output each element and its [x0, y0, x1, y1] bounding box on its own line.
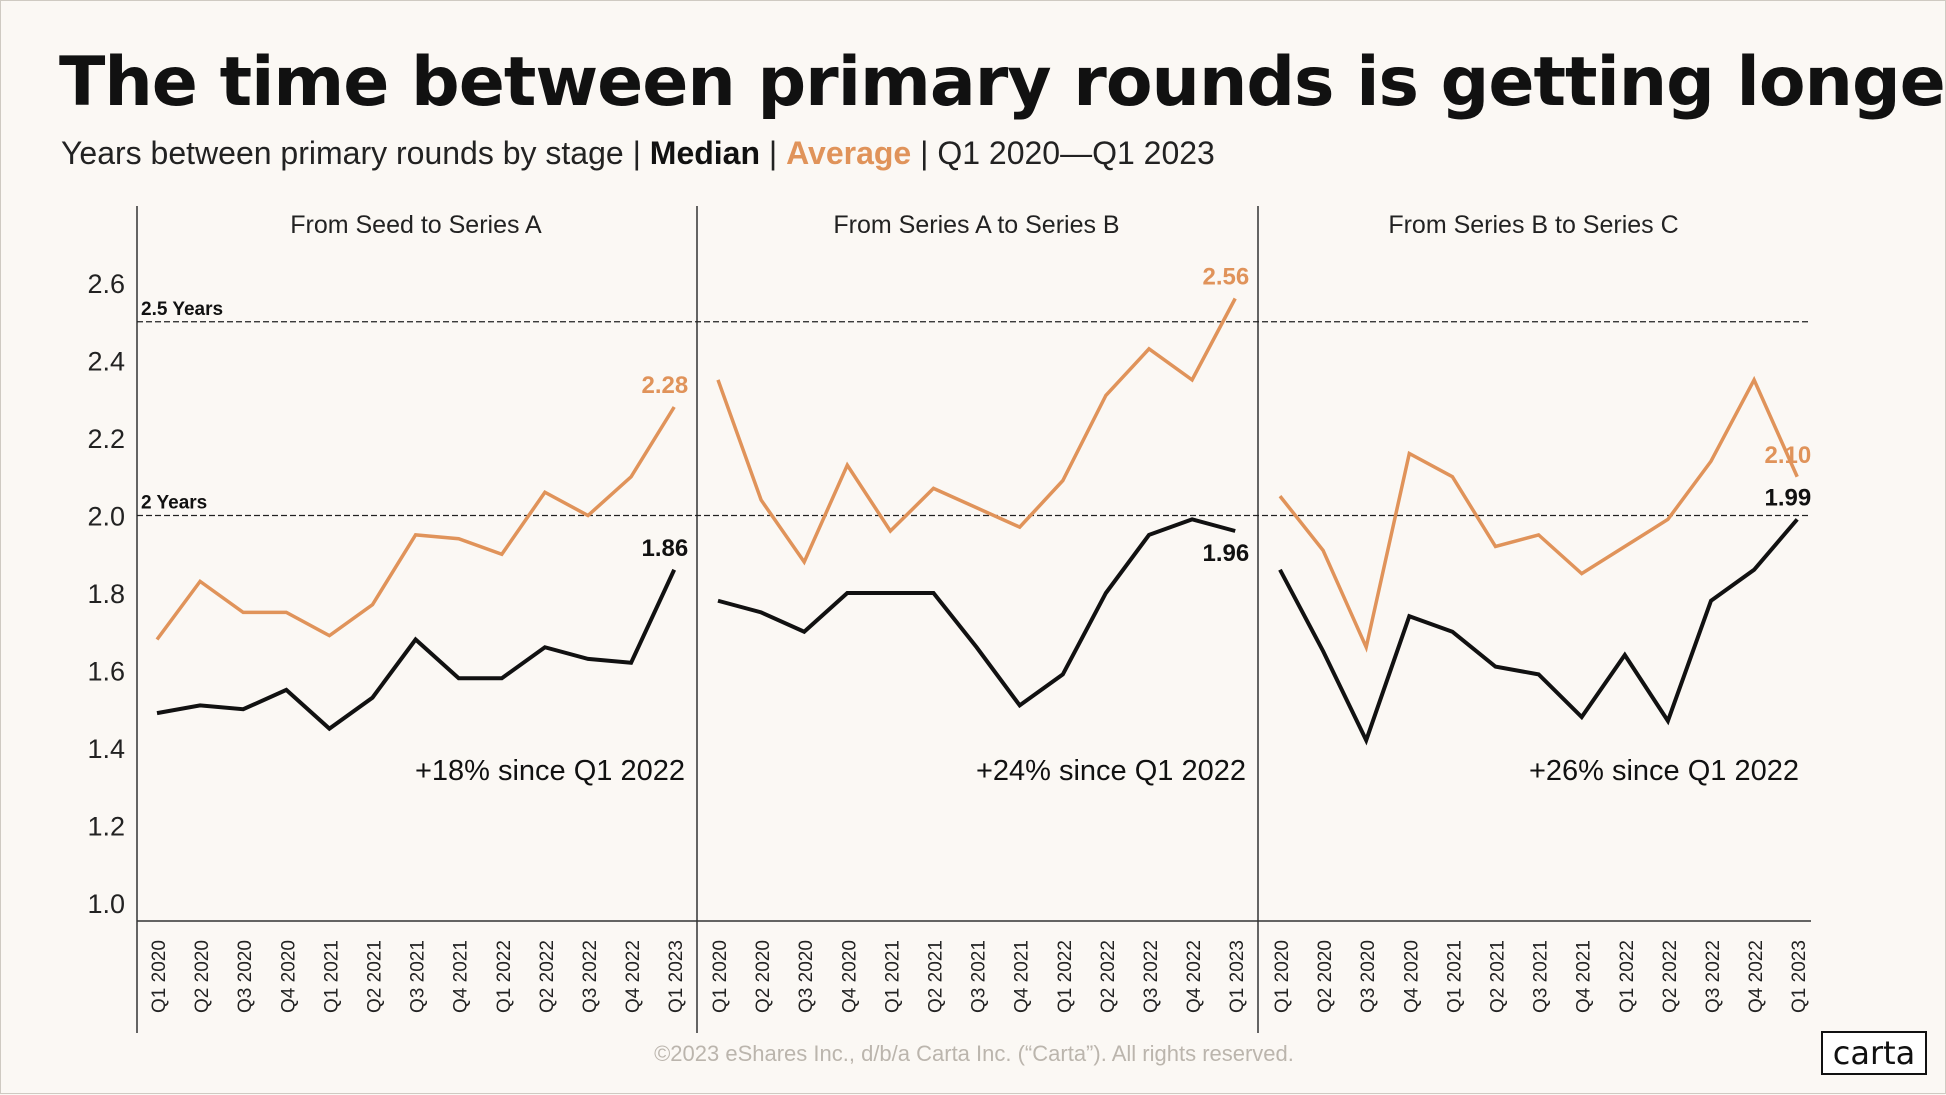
y-tick-label: 1.8: [87, 579, 125, 609]
x-tick-label: Q2 2020: [192, 940, 213, 1013]
x-tick-label: Q3 2020: [1358, 940, 1379, 1013]
x-tick-label: Q1 2020: [1272, 940, 1293, 1013]
subtitle-separator: |: [768, 135, 778, 171]
x-tick-label: Q4 2021: [451, 940, 472, 1013]
median-end-label: 1.96: [1202, 540, 1249, 567]
chart-subtitle: Years between primary rounds by stage | …: [61, 135, 1215, 172]
x-tick-label: Q3 2022: [1141, 940, 1162, 1013]
average-line: [155, 406, 676, 641]
subtitle-separator: |: [632, 135, 641, 171]
x-tick-label: Q4 2020: [1401, 940, 1422, 1013]
x-tick-label: Q4 2022: [1746, 940, 1767, 1013]
x-tick-label: Q2 2022: [1660, 940, 1681, 1013]
median-end-label: 1.99: [1764, 484, 1811, 511]
reference-line-label: 2.5 Years: [141, 299, 223, 320]
x-tick-label: Q1 2022: [1617, 940, 1638, 1013]
panel-annotation: +24% since Q1 2022: [976, 755, 1246, 787]
average-end-label: 2.10: [1764, 442, 1811, 469]
x-tick-label: Q2 2021: [365, 940, 386, 1013]
x-tick-label: Q3 2021: [1531, 940, 1552, 1013]
x-tick-label: Q2 2022: [537, 940, 558, 1013]
x-tick-label: Q2 2020: [1315, 940, 1336, 1013]
subtitle-separator: |: [920, 135, 929, 171]
reference-line-label: 2 Years: [141, 493, 207, 514]
x-tick-label: Q4 2020: [839, 940, 860, 1013]
x-tick-label: Q1 2022: [494, 940, 515, 1013]
x-tick-label: Q3 2020: [796, 940, 817, 1013]
x-tick-label: Q1 2020: [710, 940, 731, 1013]
x-tick-label: Q3 2022: [1703, 940, 1724, 1013]
median-end-label: 1.86: [641, 535, 688, 562]
panel-title: From Series B to Series C: [1388, 211, 1678, 239]
median-line: [717, 517, 1236, 709]
x-tick-label: Q4 2022: [623, 940, 644, 1013]
y-tick-label: 1.2: [87, 812, 125, 842]
x-tick-label: Q2 2020: [753, 940, 774, 1013]
x-tick-label: Q1 2021: [1444, 940, 1465, 1013]
y-tick-label: 1.4: [87, 734, 125, 764]
x-tick-label: Q4 2021: [1012, 940, 1033, 1013]
panel-title: From Seed to Series A: [290, 211, 542, 239]
carta-logo: carta: [1821, 1031, 1927, 1075]
average-line: [716, 297, 1237, 566]
x-tick-label: Q1 2023: [1227, 940, 1248, 1013]
y-tick-label: 2.0: [87, 502, 125, 532]
x-tick-label: Q3 2020: [235, 940, 256, 1013]
x-tick-label: Q3 2022: [580, 940, 601, 1013]
panel-annotation: +18% since Q1 2022: [415, 755, 685, 787]
x-tick-label: Q1 2023: [1789, 940, 1810, 1013]
legend-median: Median: [649, 135, 761, 171]
x-tick-label: Q4 2020: [278, 940, 299, 1013]
x-tick-label: Q4 2021: [1574, 940, 1595, 1013]
average-line: [1278, 375, 1799, 653]
x-tick-label: Q1 2022: [1055, 940, 1076, 1013]
y-tick-label: 2.6: [87, 269, 125, 299]
y-tick-label: 2.4: [87, 347, 125, 377]
x-tick-label: Q1 2021: [321, 940, 342, 1013]
panel-annotation: +26% since Q1 2022: [1529, 755, 1799, 787]
x-tick-label: Q2 2021: [1488, 940, 1509, 1013]
x-tick-label: Q2 2022: [1098, 940, 1119, 1013]
subtitle-range: Q1 2020—Q1 2023: [937, 135, 1215, 171]
average-end-label: 2.56: [1202, 264, 1249, 291]
legend-average: Average: [786, 135, 912, 171]
median-line: [1278, 518, 1799, 746]
copyright-footer: ©2023 eShares Inc., d/b/a Carta Inc. (“C…: [654, 1041, 1294, 1066]
chart-title: The time between primary rounds is getti…: [59, 43, 1946, 122]
x-tick-label: Q2 2021: [926, 940, 947, 1013]
average-end-label: 2.28: [641, 372, 688, 399]
x-tick-label: Q1 2021: [882, 940, 903, 1013]
subtitle-prefix: Years between primary rounds by stage: [61, 135, 624, 171]
panel-title: From Series A to Series B: [833, 211, 1119, 239]
y-tick-label: 2.2: [87, 424, 125, 454]
x-tick-label: Q3 2021: [969, 940, 990, 1013]
median-line: [156, 568, 677, 732]
x-tick-label: Q3 2021: [408, 940, 429, 1013]
x-tick-label: Q4 2022: [1184, 940, 1205, 1013]
y-tick-label: 1.6: [87, 657, 125, 687]
y-tick-label: 1.0: [87, 889, 125, 919]
x-tick-label: Q1 2020: [149, 940, 170, 1013]
x-tick-label: Q1 2023: [666, 940, 687, 1013]
